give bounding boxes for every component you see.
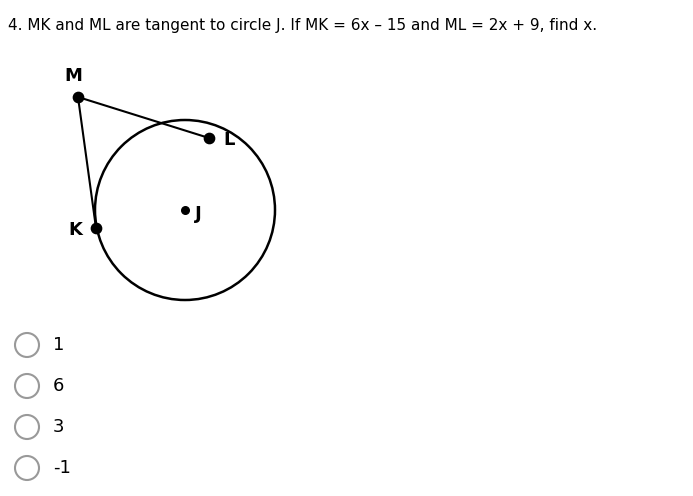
Text: 1: 1 <box>53 336 64 354</box>
Point <box>179 206 191 214</box>
Text: L: L <box>223 131 234 149</box>
Point <box>204 134 215 142</box>
Text: K: K <box>68 221 82 239</box>
Text: M: M <box>64 67 82 85</box>
Text: 6: 6 <box>53 377 64 395</box>
Point <box>73 93 84 101</box>
Text: 3: 3 <box>53 418 64 436</box>
Text: -1: -1 <box>53 459 71 477</box>
Point <box>91 224 102 232</box>
Text: J: J <box>195 205 202 223</box>
Text: 4. MK and ML are tangent to circle J. If MK = 6x – 15 and ML = 2x + 9, find x.: 4. MK and ML are tangent to circle J. If… <box>8 18 597 33</box>
